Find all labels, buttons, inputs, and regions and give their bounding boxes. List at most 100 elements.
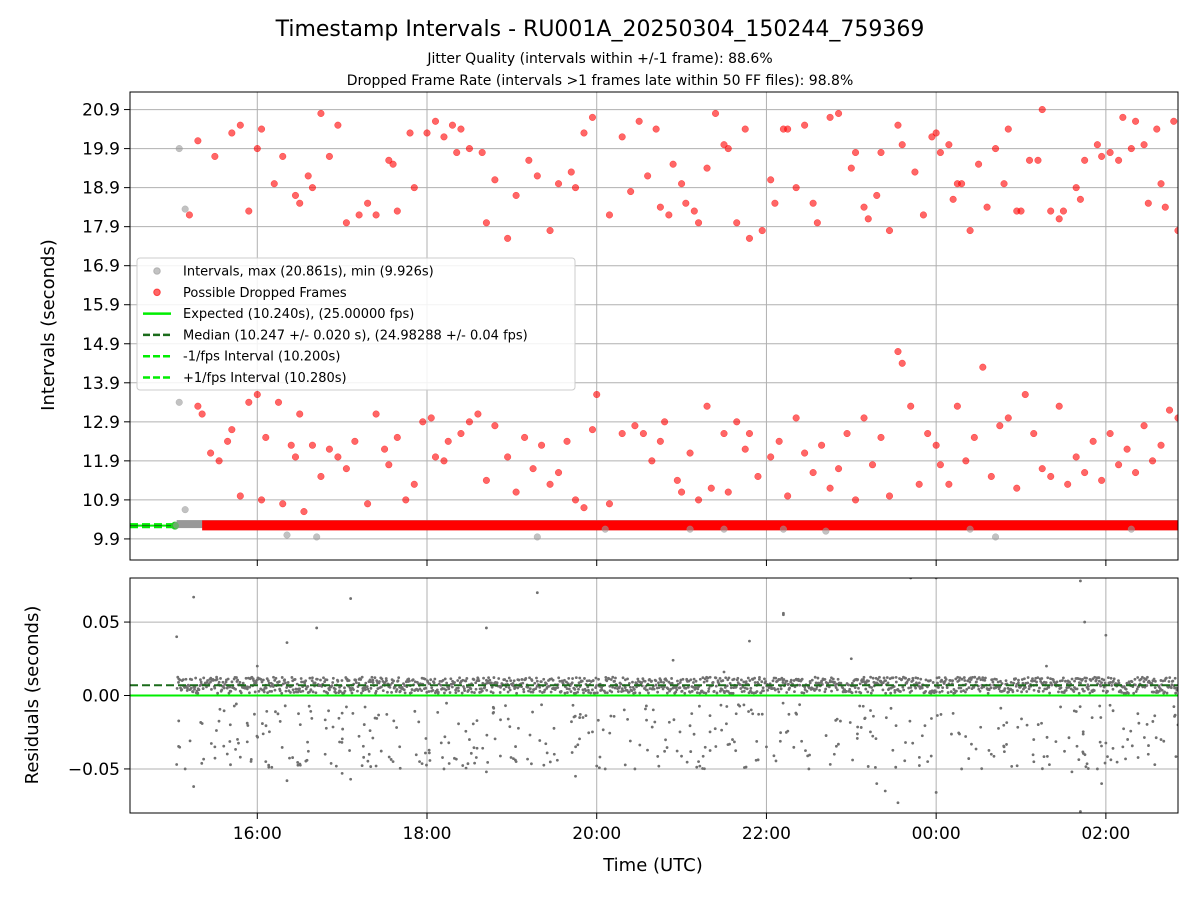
residual-point	[508, 688, 512, 692]
dropped-frame-point	[618, 429, 626, 438]
residual-point	[1125, 681, 1129, 685]
residual-point	[574, 745, 578, 749]
residual-point	[899, 690, 902, 693]
residual-point	[504, 704, 507, 708]
residual-point	[558, 679, 562, 683]
dropped-frame-point	[877, 148, 885, 157]
residual-point	[936, 714, 939, 717]
residual-point	[1086, 767, 1090, 770]
dropped-frame-point	[877, 433, 885, 441]
residual-point	[563, 678, 566, 682]
residual-point	[340, 679, 344, 682]
residual-point	[517, 678, 521, 682]
residual-point	[856, 678, 860, 681]
residual-point	[533, 681, 537, 685]
residual-point	[858, 704, 862, 708]
top-y-tick-label: 10.9	[82, 491, 120, 511]
residual-point	[965, 687, 969, 691]
residual-point	[719, 703, 723, 707]
residual-point	[971, 676, 974, 679]
residual-point	[963, 679, 967, 682]
residual-point	[854, 690, 858, 694]
residual-point	[1009, 681, 1013, 684]
residual-point	[283, 704, 287, 708]
residual-point	[777, 690, 781, 694]
residual-point	[366, 759, 370, 763]
residual-point	[889, 691, 893, 695]
residual-point	[470, 690, 474, 694]
dropped-frame-point	[1148, 457, 1157, 465]
residual-point	[692, 732, 696, 736]
residual-outlier-point	[1002, 745, 1006, 749]
residual-point	[1088, 691, 1092, 695]
residual-point	[1045, 687, 1049, 691]
dropped-frame-point	[593, 390, 601, 399]
residual-point	[760, 680, 764, 684]
residual-point	[894, 765, 898, 769]
residual-point	[1100, 681, 1103, 685]
interval-point	[173, 521, 181, 529]
residual-point	[878, 675, 881, 679]
residual-point	[795, 712, 798, 716]
residual-point	[474, 687, 478, 691]
residual-point	[447, 687, 451, 691]
residual-point	[970, 742, 973, 746]
residual-point	[487, 676, 490, 680]
residual-point	[445, 701, 448, 705]
residual-point	[397, 676, 401, 680]
residual-point	[937, 686, 940, 689]
residual-point	[309, 709, 313, 713]
residual-outlier-point	[349, 597, 353, 600]
dropped-frame-point	[695, 496, 703, 504]
residual-point	[734, 712, 738, 716]
residual-point	[641, 677, 645, 681]
residual-point	[538, 739, 542, 742]
residual-point	[720, 688, 724, 691]
residual-point	[377, 713, 380, 717]
residual-point	[245, 740, 249, 744]
dropped-frame-point	[304, 172, 312, 180]
dropped-frame-point	[215, 457, 223, 465]
residual-point	[1060, 679, 1064, 682]
residual-point	[1048, 763, 1051, 767]
residual-point	[870, 686, 874, 689]
residual-point	[202, 757, 206, 761]
residual-point	[1145, 684, 1149, 687]
dropped-frame-point	[342, 219, 350, 227]
residual-point	[591, 730, 594, 734]
dropped-frame-point	[512, 488, 520, 496]
residual-point	[924, 690, 928, 693]
residual-point	[835, 717, 839, 721]
interval-point	[181, 205, 189, 213]
residual-point	[424, 751, 427, 755]
x-axis-label: Time (UTC)	[602, 855, 703, 876]
dropped-frame-point	[393, 207, 401, 215]
residual-point	[1126, 738, 1130, 741]
residual-point	[991, 680, 995, 684]
residual-point	[742, 689, 746, 693]
residual-point	[627, 690, 631, 694]
residual-point	[425, 690, 429, 694]
residual-point	[356, 689, 359, 693]
residual-point	[683, 691, 687, 695]
residual-point	[299, 677, 303, 680]
residual-point	[698, 764, 702, 768]
residual-point	[409, 691, 413, 695]
residual-outlier-point	[671, 658, 675, 662]
residual-point	[267, 681, 271, 685]
residual-point	[369, 686, 373, 690]
residual-point	[248, 691, 251, 695]
residual-point	[398, 745, 402, 749]
residual-point	[209, 676, 213, 680]
residual-point	[834, 744, 838, 748]
dropped-frame-point	[228, 426, 236, 434]
residual-point	[507, 686, 511, 690]
residual-point	[1108, 681, 1112, 684]
residual-point	[718, 689, 722, 693]
residual-point	[760, 712, 764, 716]
dropped-frame-point	[953, 402, 961, 410]
residual-point	[471, 722, 475, 726]
dropped-frame-point	[296, 410, 304, 418]
residual-point	[715, 691, 719, 695]
residual-point	[800, 677, 804, 681]
